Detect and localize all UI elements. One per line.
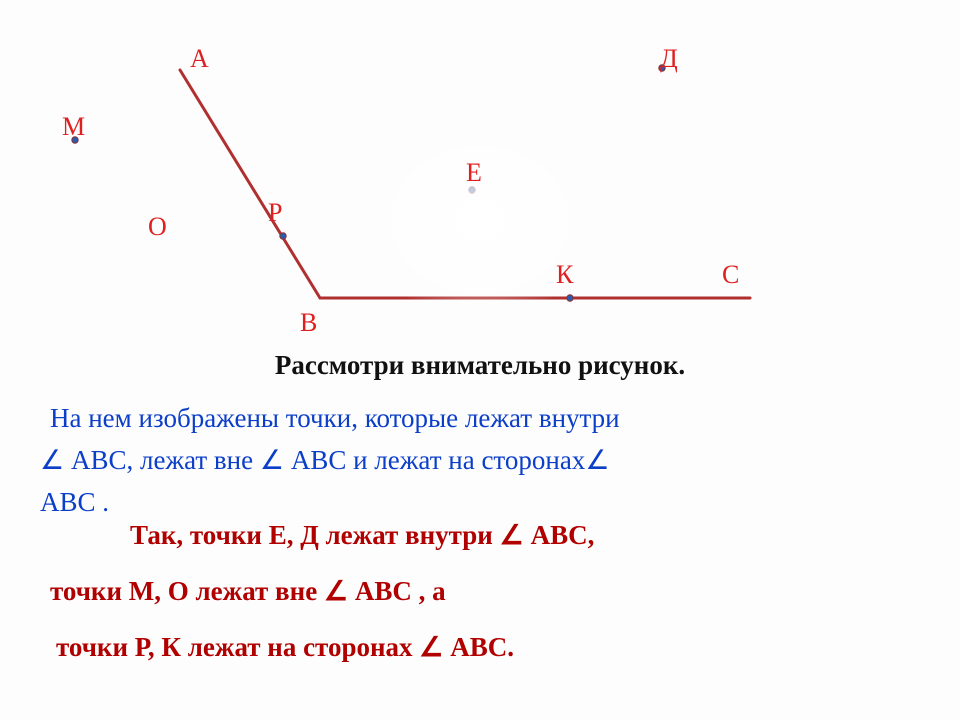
description-red: Так, точки Е, Д лежат внутри ∠ АВС, точк…	[40, 515, 920, 669]
desc2-l3a: точки Р, К лежат на сторонах	[56, 632, 419, 662]
point-label-O: О	[148, 212, 167, 242]
point-label-M: М	[62, 112, 85, 142]
desc1-l3: АВС .	[40, 487, 109, 517]
angle-diagram: А Д М Е Р О К С В	[0, 0, 960, 350]
desc1-line1: На нем изображены точки, которые лежат в…	[50, 403, 620, 433]
angle-symbol: ∠	[500, 520, 524, 550]
angle-symbol: ∠	[419, 632, 443, 662]
desc1-l2b: АВС и лежат на сторонах	[284, 445, 585, 475]
point-label-P: Р	[268, 198, 282, 228]
desc1-l2a: АВС, лежат вне	[64, 445, 260, 475]
desc2-l3b: АВС.	[444, 632, 515, 662]
point-label-E: Е	[466, 158, 482, 188]
desc2-l2a: точки М, О лежат вне	[50, 576, 324, 606]
point-label-D: Д	[660, 44, 678, 74]
desc2-l1b: АВС,	[524, 520, 595, 550]
point-label-A: А	[190, 44, 209, 74]
point-label-B: В	[300, 308, 317, 338]
angle-symbol: ∠	[260, 445, 284, 475]
angle-symbol: ∠	[40, 445, 64, 475]
desc2-l1a: Так, точки Е, Д лежат внутри	[130, 520, 500, 550]
point-label-C: С	[722, 260, 739, 290]
description-blue: На нем изображены точки, которые лежат в…	[40, 398, 920, 524]
angle-symbol: ∠	[585, 445, 609, 475]
title: Рассмотри внимательно рисунок.	[40, 345, 920, 387]
point-label-K: К	[556, 260, 573, 290]
angle-symbol: ∠	[324, 576, 348, 606]
desc2-l2b: АВС , а	[348, 576, 446, 606]
